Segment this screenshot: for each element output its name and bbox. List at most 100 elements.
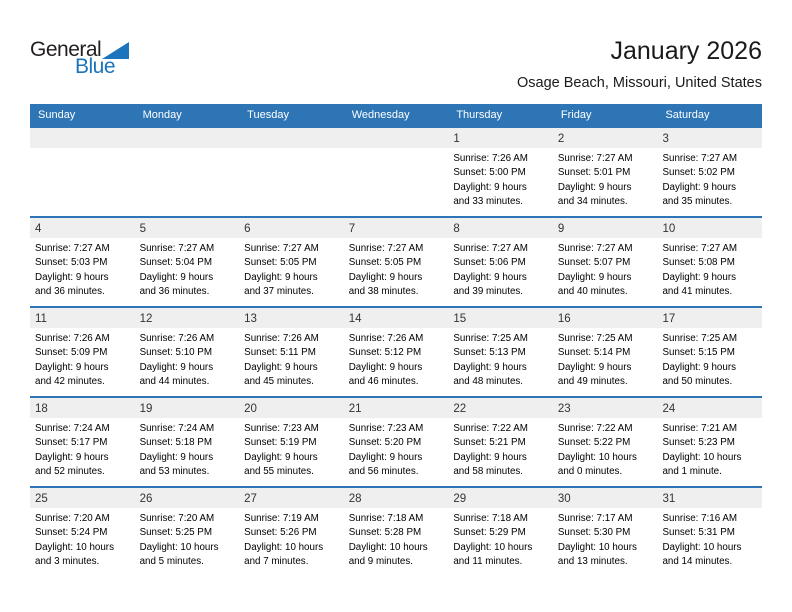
day-details: Sunrise: 7:26 AM Sunset: 5:12 PM Daylight:… [344,328,449,390]
detail-line: Sunset: 5:22 PM [557,437,631,449]
week-row: 18 Sunrise: 7:24 AM Sunset: 5:17 PM Dayligh… [30,396,763,486]
logo-triangle-icon [102,42,130,59]
day-details: Sunrise: 7:25 AM Sunset: 5:13 PM Daylight:… [448,328,553,390]
empty-day-cell [134,128,240,216]
detail-line: Sunrise: 7:26 AM [139,333,215,344]
detail-line: Daylight: 10 hours [453,541,533,553]
day-number: 3 [657,128,763,148]
detail-line: and 7 minutes. [244,556,309,568]
day-cell: 2 Sunrise: 7:27 AM Sunset: 5:01 PM Daylight… [552,128,658,216]
day-details: Sunrise: 7:26 AM Sunset: 5:09 PM Daylight:… [30,328,135,390]
detail-line: and 3 minutes. [35,556,100,568]
title-block: January 2026 Osage Beach, Missouri, Unit… [517,36,762,91]
detail-line: and 39 minutes. [453,286,524,298]
detail-line: Sunrise: 7:16 AM [662,513,738,524]
detail-line: and 44 minutes. [139,376,210,388]
day-number: 29 [448,488,553,508]
day-details: Sunrise: 7:27 AM Sunset: 5:04 PM Daylight:… [135,238,240,300]
day-details: Sunrise: 7:18 AM Sunset: 5:28 PM Daylight:… [344,508,449,570]
detail-line: and 36 minutes. [139,286,210,298]
detail-line: Sunset: 5:04 PM [139,257,213,269]
day-number: 8 [448,218,553,238]
detail-line: Daylight: 10 hours [662,451,742,463]
day-details: Sunrise: 7:23 AM Sunset: 5:19 PM Daylight:… [239,418,344,480]
detail-line: Sunset: 5:03 PM [35,257,108,269]
day-cell: 7 Sunrise: 7:27 AM Sunset: 5:05 PM Daylight… [343,218,449,306]
detail-line: Sunrise: 7:27 AM [244,243,319,254]
detail-line: Daylight: 10 hours [348,541,428,553]
day-details: Sunrise: 7:24 AM Sunset: 5:17 PM Daylight:… [30,418,135,480]
day-number: 12 [134,308,240,328]
day-cell: 21 Sunrise: 7:23 AM Sunset: 5:20 PM Dayligh… [343,398,449,486]
day-cell: 17 Sunrise: 7:25 AM Sunset: 5:15 PM Dayligh… [657,308,763,396]
detail-line: Sunrise: 7:27 AM [557,243,633,254]
day-details: Sunrise: 7:26 AM Sunset: 5:11 PM Daylight:… [239,328,344,390]
detail-line: Daylight: 9 hours [244,361,318,373]
day-details: Sunrise: 7:27 AM Sunset: 5:02 PM Daylight:… [657,148,762,210]
day-number: 18 [30,398,135,418]
detail-line: and 9 minutes. [348,556,413,568]
day-number: 30 [552,488,658,508]
day-details: Sunrise: 7:18 AM Sunset: 5:29 PM Daylight:… [448,508,553,570]
day-details: Sunrise: 7:16 AM Sunset: 5:31 PM Daylight:… [657,508,762,570]
detail-line: Sunrise: 7:20 AM [139,513,215,524]
day-details: Sunrise: 7:27 AM Sunset: 5:05 PM Daylight:… [344,238,449,300]
day-cell: 28 Sunrise: 7:18 AM Sunset: 5:28 PM Dayligh… [343,488,449,576]
detail-line: Sunrise: 7:27 AM [139,243,215,254]
day-details: Sunrise: 7:24 AM Sunset: 5:18 PM Daylight:… [135,418,240,480]
day-number: 11 [30,308,135,328]
day-details: Sunrise: 7:27 AM Sunset: 5:08 PM Daylight:… [657,238,762,300]
weekday-label: Sunday [38,109,76,121]
day-cell: 20 Sunrise: 7:23 AM Sunset: 5:19 PM Dayligh… [239,398,344,486]
day-cell: 27 Sunrise: 7:19 AM Sunset: 5:26 PM Dayligh… [239,488,344,576]
detail-line: Sunrise: 7:19 AM [244,513,319,524]
day-number: 28 [343,488,449,508]
day-number: 1 [448,128,553,148]
empty-day-cell [239,128,344,216]
logo-text-blue: Blue [75,55,116,78]
weekday-label: Tuesday [247,109,289,121]
detail-line: and 46 minutes. [348,376,419,388]
detail-line: Daylight: 9 hours [139,361,214,373]
detail-line: and 49 minutes. [557,376,628,388]
day-number: 4 [30,218,135,238]
detail-line: Sunset: 5:11 PM [244,347,316,359]
detail-line: Daylight: 9 hours [348,451,423,463]
day-details: Sunrise: 7:23 AM Sunset: 5:20 PM Daylight:… [344,418,449,480]
detail-line: and 13 minutes. [557,556,628,568]
day-cell: 23 Sunrise: 7:22 AM Sunset: 5:22 PM Dayligh… [552,398,658,486]
detail-line: Daylight: 9 hours [662,181,736,193]
detail-line: Sunset: 5:05 PM [244,257,317,269]
detail-line: Daylight: 9 hours [557,361,632,373]
day-details: Sunrise: 7:25 AM Sunset: 5:14 PM Daylight:… [553,328,658,390]
day-number: 19 [134,398,240,418]
detail-line: and 35 minutes. [662,196,733,208]
day-number: 13 [239,308,344,328]
day-cell: 13 Sunrise: 7:26 AM Sunset: 5:11 PM Dayligh… [239,308,344,396]
day-number: 31 [657,488,763,508]
detail-line: Sunset: 5:05 PM [348,257,422,269]
detail-line: and 53 minutes. [139,466,210,478]
day-number [134,128,240,148]
detail-line: Sunset: 5:00 PM [453,167,526,179]
day-details: Sunrise: 7:20 AM Sunset: 5:24 PM Daylight:… [30,508,135,570]
page-title: January 2026 [610,37,762,65]
detail-line: Sunset: 5:10 PM [139,347,213,359]
day-number: 25 [30,488,135,508]
detail-line: Sunrise: 7:27 AM [35,243,110,254]
detail-line: and 52 minutes. [35,466,105,478]
detail-line: Sunrise: 7:17 AM [557,513,633,524]
detail-line: Sunset: 5:21 PM [453,437,526,449]
detail-line: Daylight: 9 hours [35,451,109,463]
day-number [239,128,344,148]
detail-line: Sunset: 5:25 PM [139,527,213,539]
detail-line: and 41 minutes. [662,286,733,298]
detail-line: Sunset: 5:14 PM [557,347,631,359]
detail-line: Sunset: 5:28 PM [348,527,422,539]
day-details: Sunrise: 7:26 AM Sunset: 5:00 PM Daylight:… [448,148,553,210]
detail-line: and 50 minutes. [662,376,733,388]
detail-line: Daylight: 9 hours [662,271,736,283]
detail-line: and 55 minutes. [244,466,314,478]
detail-line: Daylight: 9 hours [139,271,214,283]
